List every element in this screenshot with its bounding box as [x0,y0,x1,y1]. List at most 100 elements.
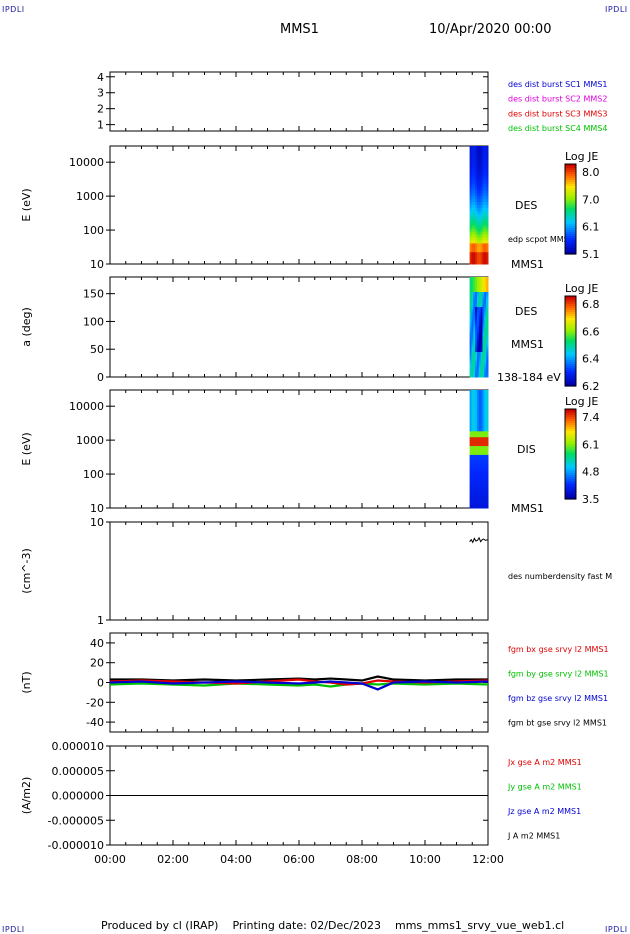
heatmap-cell [469,184,472,188]
heatmap-cell [482,184,485,188]
heatmap-cell [486,431,489,435]
heatmap-cell [473,454,476,459]
heatmap-cell [486,317,489,320]
heatmap-cell [469,422,472,426]
heatmap-cell [480,419,483,423]
heatmap-cell [476,332,480,335]
heatmap-cell [473,329,476,333]
spacecraft-label: MMS1 [511,502,544,515]
spacecraft-label: MMS1 [511,258,544,271]
x-tick-label: 04:00 [220,853,252,866]
heatmap-cell [486,337,489,340]
heatmap-cell [478,148,482,153]
heatmap-cell [473,205,476,209]
heatmap-cell [476,505,480,509]
y-tick-label: 0.000010 [52,740,105,753]
colorbar-segment [565,320,576,323]
heatmap-cell [486,166,489,171]
heatmap-cell [469,401,472,406]
heatmap-cell [480,359,483,363]
heatmap-cell [476,451,480,456]
heatmap-cell [469,478,472,482]
heatmap-cell [484,225,487,230]
heatmap-cell [478,374,482,378]
heatmap-cell [484,463,487,468]
y-tick-label: -0.000010 [48,839,104,852]
heatmap-cell [480,493,483,497]
colorbar-segment [565,198,576,201]
heatmap-cell [484,294,487,298]
colorbar-segment [565,354,576,357]
heatmap-cell [476,184,480,188]
heatmap-cell [471,216,474,221]
heatmap-cell [476,369,480,373]
heatmap-cell [473,277,476,280]
colorbar-segment [565,477,576,480]
heatmap-cell [482,240,485,244]
heatmap-cell [471,292,474,295]
heatmap-cell [475,352,478,355]
heatmap-cell [482,261,485,265]
heatmap-cell [476,349,480,353]
heatmap-cell [473,374,476,378]
colorbar-segment [565,302,576,305]
colorbar-segment [565,184,576,187]
heatmap-cell [482,332,485,335]
heatmap-cell [480,339,483,343]
heatmap-cell [475,374,478,378]
heatmap-cell [475,454,478,459]
heatmap-cell [476,428,480,432]
heatmap-cell [478,404,482,409]
heatmap-cell [478,289,482,293]
heatmap-cell [471,302,474,305]
heatmap-cell [473,349,476,353]
heatmap-cell [471,213,474,218]
heatmap-cell [478,416,482,420]
heatmap-cell [482,163,485,168]
colorbar-segment [565,204,576,207]
heatmap-cell [484,172,487,176]
heatmap-cell [484,364,487,368]
heatmap-cell [486,502,489,506]
heatmap-cell [471,337,474,340]
heatmap-cell [476,169,480,174]
heatmap-cell [480,312,483,315]
heatmap-cell [471,317,474,320]
heatmap-cell [484,404,487,409]
heatmap-cell [484,362,487,365]
heatmap-cell [475,347,478,350]
heatmap-cell [473,475,476,479]
heatmap-cell [469,367,472,370]
heatmap-cell [478,255,482,259]
colorbar-segment [565,356,576,359]
heatmap-cell [484,246,487,250]
heatmap-cell [469,252,472,256]
heatmap-cell [473,258,476,262]
heatmap-cell [476,172,480,176]
heatmap-cell [478,449,482,453]
heatmap-cell [471,349,474,353]
heatmap-cell [484,332,487,335]
heatmap-cell [478,237,482,241]
heatmap-cell [482,425,485,429]
heatmap-cell [473,493,476,497]
heatmap-cell [478,431,482,435]
heatmap-cell [478,213,482,218]
colorbar-segment [565,437,576,440]
heatmap-cell [482,222,485,227]
heatmap-cell [482,354,485,358]
heatmap-cell [478,166,482,171]
heatmap-cell [482,228,485,233]
heatmap-cell [486,364,489,368]
heatmap-cell [476,460,480,465]
heatmap-cell [484,299,487,303]
heatmap-cell [473,443,476,447]
heatmap-cell [476,443,480,447]
heatmap-cell [469,322,472,325]
heatmap-cell [486,395,489,400]
heatmap-cell [482,493,485,497]
heatmap-cell [471,327,474,330]
heatmap-cell [482,352,485,355]
heatmap-cell [486,499,489,503]
heatmap-cell [469,243,472,247]
